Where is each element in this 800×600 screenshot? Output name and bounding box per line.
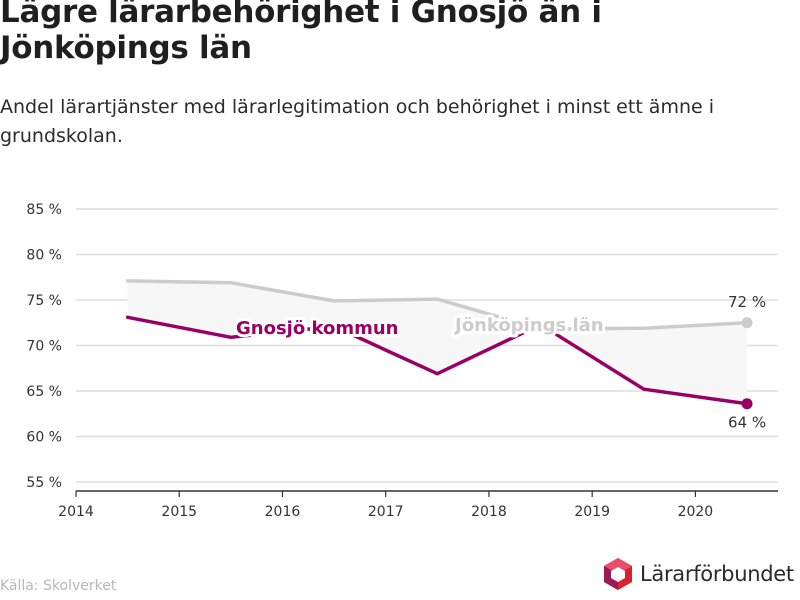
brand-name: Lärarförbundet <box>640 562 794 586</box>
x-tick-label: 2020 <box>678 504 714 520</box>
x-tick-label: 2015 <box>161 504 197 520</box>
series-end-point <box>741 398 753 410</box>
jonkoping-series-label: Jönköpings län <box>453 315 604 336</box>
y-tick-label: 75 % <box>26 293 62 309</box>
gnosjo-series-label: Gnosjö kommun <box>236 318 398 339</box>
y-tick-label: 65 % <box>26 384 62 400</box>
y-tick-label: 60 % <box>26 430 62 446</box>
jonkoping-series-label-halo: Jönköpings län <box>453 315 604 336</box>
y-tick-label: 85 % <box>26 202 62 218</box>
y-tick-label: 70 % <box>26 339 62 355</box>
source-note: Källa: Skolverket <box>0 578 117 594</box>
x-tick-label: 2014 <box>58 504 94 520</box>
x-tick-label: 2019 <box>574 504 610 520</box>
jonkoping-end-label: 72 % <box>728 293 766 311</box>
brand-logo: Lärarförbundet <box>602 557 794 591</box>
x-tick-label: 2017 <box>368 504 404 520</box>
series-line <box>125 315 749 406</box>
chart-subtitle: Andel lärartjänster med lärarlegitimatio… <box>0 96 715 147</box>
chart-title: Lägre lärarbehörighet i Gnosjö än i Jönk… <box>0 0 602 66</box>
x-tick-label: 2018 <box>471 504 507 520</box>
x-tick-label: 2016 <box>265 504 301 520</box>
y-tick-label: 55 % <box>26 475 62 491</box>
y-tick-label: 80 % <box>26 248 62 264</box>
difference-band <box>127 280 748 404</box>
hexagon-logo-icon <box>604 558 632 590</box>
series-line <box>125 279 749 331</box>
gnosjo-series-label-halo: Gnosjö kommun <box>236 318 398 339</box>
series-end-point <box>741 317 753 329</box>
gnosjo-end-label: 64 % <box>728 414 766 432</box>
